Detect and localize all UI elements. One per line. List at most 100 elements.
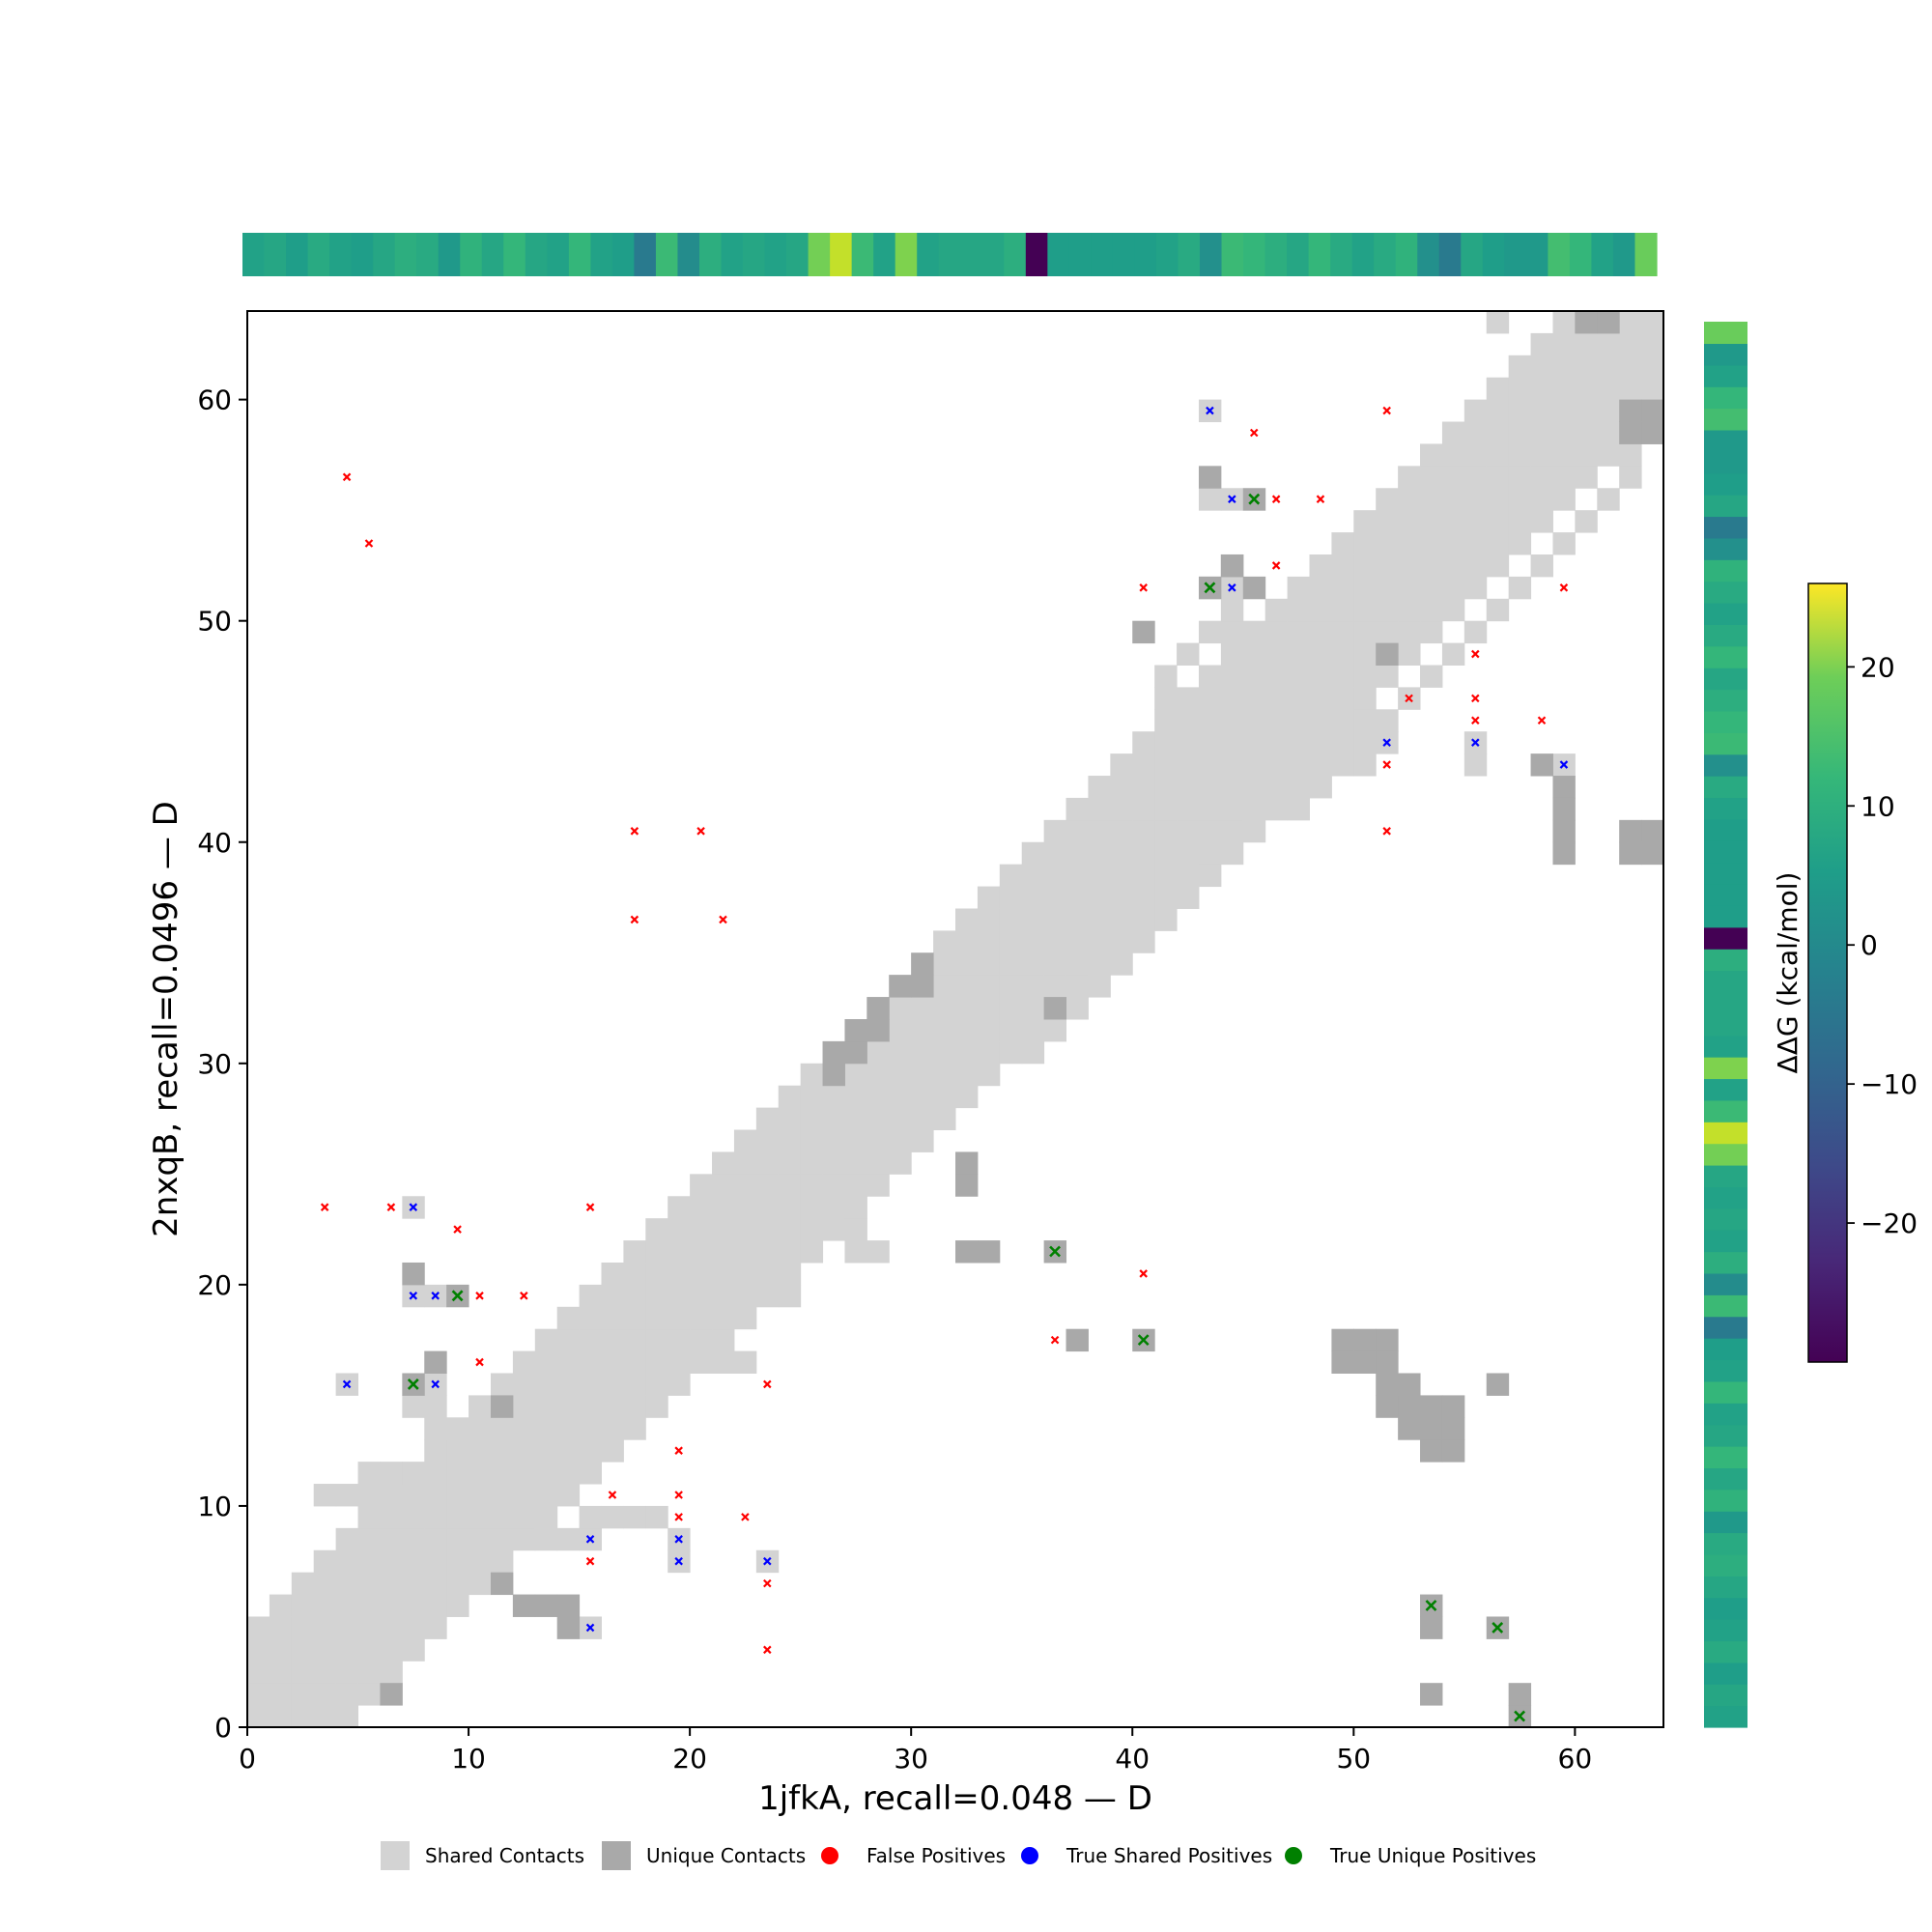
shared-contact-cell	[335, 1549, 359, 1574]
shared-contact-cell	[380, 1572, 403, 1596]
shared-contact-cell	[291, 1616, 315, 1639]
shared-contact-cell	[1198, 687, 1222, 710]
shared-contact-cell	[933, 952, 956, 976]
shared-contact-cell	[1530, 355, 1553, 379]
shared-contact-cell	[1463, 399, 1488, 423]
shared-contact-cell	[402, 1549, 425, 1574]
unique-contact-cell	[1597, 311, 1620, 334]
shared-contact-cell	[668, 1240, 691, 1264]
side-track-cell	[1704, 537, 1747, 560]
shared-contact-cell	[1353, 554, 1377, 578]
shared-contact-cell	[712, 1196, 735, 1219]
shared-contact-cell	[889, 1151, 912, 1175]
side-track-cell	[1704, 797, 1747, 820]
shared-contact-cell	[402, 1484, 425, 1507]
shared-contact-cell	[1110, 952, 1133, 976]
shared-contact-cell	[1021, 1019, 1045, 1042]
shared-contact-cell	[601, 1328, 624, 1352]
shared-contact-cell	[534, 1350, 558, 1374]
shared-contact-cell	[1043, 886, 1067, 909]
shared-contact-cell	[1463, 421, 1488, 444]
true-shared-positive-marker	[585, 1535, 595, 1544]
shared-contact-cell	[357, 1484, 381, 1507]
shared-contact-cell	[800, 1151, 824, 1175]
shared-contact-cell	[1043, 864, 1067, 888]
shared-contact-cell	[1353, 510, 1377, 533]
shared-contact-cell	[335, 1683, 359, 1706]
shared-contact-cell	[1552, 332, 1576, 356]
top-track-cell	[698, 233, 723, 276]
top-track-cell	[525, 233, 548, 276]
shared-contact-cell	[712, 1284, 735, 1308]
shared-contact-cell	[1110, 753, 1133, 777]
shared-contact-cell	[534, 1439, 558, 1463]
false-positive-marker-stroke-b	[1471, 694, 1480, 703]
shared-contact-cell	[1331, 753, 1354, 777]
false-positive-marker	[1382, 760, 1391, 769]
shared-contact-cell	[668, 1328, 691, 1352]
shared-contact-cell	[512, 1505, 536, 1529]
shared-contact-cell	[1110, 930, 1133, 953]
shared-contact-cell	[668, 1196, 691, 1219]
shared-contact-cell	[933, 1107, 956, 1131]
shared-contact-cell	[490, 1549, 514, 1574]
side-track-cell	[1704, 624, 1747, 647]
false-positive-marker	[585, 1203, 595, 1211]
shared-contact-cell	[1530, 377, 1553, 401]
false-positive-marker-stroke-b	[763, 1578, 772, 1588]
shared-contact-cell	[1220, 642, 1244, 666]
false-positive-marker	[1271, 495, 1281, 503]
shared-contact-cell	[1021, 997, 1045, 1020]
shared-contact-cell	[1198, 841, 1222, 866]
shared-contact-cell	[402, 1527, 425, 1551]
shared-contact-cell	[999, 930, 1023, 953]
false-positive-marker-stroke-b	[1139, 1269, 1148, 1278]
shared-contact-cell	[933, 930, 956, 953]
side-track-cell	[1704, 364, 1747, 387]
shared-contact-cell	[933, 975, 956, 998]
top-track-cell	[1351, 233, 1375, 276]
top-track-cell	[1395, 233, 1418, 276]
shared-contact-cell	[1154, 753, 1178, 777]
side-track-cell	[1704, 884, 1747, 906]
shared-contact-cell	[1110, 797, 1133, 821]
shared-contact-cell	[335, 1572, 359, 1596]
shared-contact-cell	[490, 1439, 514, 1463]
unique-contact-cell	[1376, 1350, 1399, 1374]
shared-contact-cell	[1420, 466, 1443, 489]
shared-contact-cell	[601, 1306, 624, 1330]
shared-contact-cell	[889, 1129, 912, 1152]
false-positive-marker-stroke-b	[1271, 561, 1281, 570]
unique-contact-cell	[1641, 399, 1664, 423]
shared-contact-cell	[1486, 510, 1510, 533]
shared-contact-cell	[269, 1594, 293, 1617]
false-positive-marker-stroke-b	[1271, 495, 1281, 503]
shared-contact-cell	[579, 1505, 602, 1529]
colorbar-tick-label: −10	[1861, 1068, 1918, 1100]
shared-contact-cell	[1486, 421, 1510, 444]
shared-contact-cell	[1021, 930, 1045, 953]
shared-contact-cell	[556, 1462, 581, 1485]
shared-contact-cell	[601, 1395, 624, 1418]
side-track-cell	[1704, 1576, 1747, 1599]
shared-contact-cell	[955, 1085, 979, 1109]
side-track-cell	[1704, 451, 1747, 474]
shared-contact-cell	[822, 1196, 845, 1219]
top-track-cell	[634, 233, 657, 276]
shared-contact-cell	[1398, 466, 1421, 489]
shared-contact-cell	[778, 1196, 802, 1219]
shared-contact-cell	[645, 1505, 668, 1529]
shared-contact-cell	[579, 1417, 602, 1440]
shared-contact-cell	[1154, 687, 1178, 710]
shared-contact-cell	[1177, 886, 1200, 909]
shared-contact-cell	[269, 1661, 293, 1684]
side-track-cell	[1704, 710, 1747, 733]
unique-contact-cell	[1376, 1373, 1399, 1396]
shared-contact-cell	[1065, 819, 1089, 843]
shared-contact-cell	[733, 1174, 757, 1197]
side-track-cell	[1704, 1186, 1747, 1209]
shared-contact-cell	[712, 1174, 735, 1197]
shared-contact-cell	[424, 1527, 447, 1551]
shared-contact-cell	[867, 1107, 890, 1131]
top-track-cell	[830, 233, 853, 276]
